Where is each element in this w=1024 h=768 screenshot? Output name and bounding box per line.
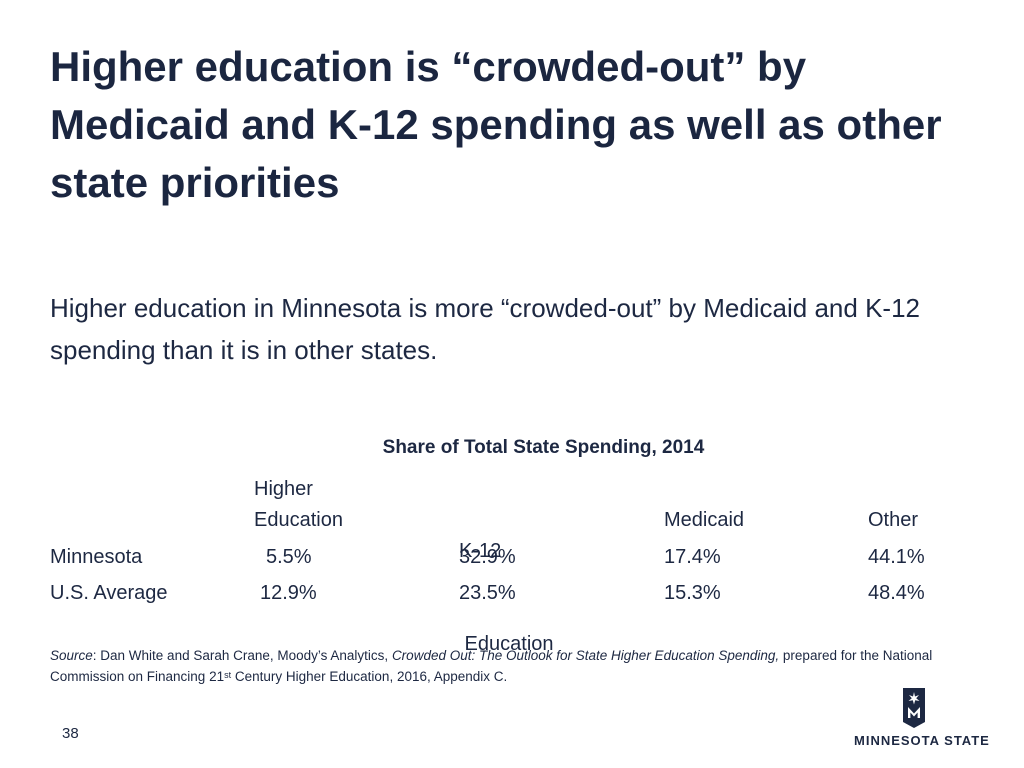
column-header-line: Education xyxy=(459,633,554,655)
source-prepared: prepared for the National Commission on … xyxy=(50,648,933,684)
column-header-medicaid: Medicaid xyxy=(664,474,744,536)
page-number: 38 xyxy=(62,725,79,742)
row-label-minnesota: Minnesota xyxy=(50,546,143,568)
column-header-k12-education: K-12 Education xyxy=(459,474,554,691)
slide-subtitle: Higher education in Minnesota is more “c… xyxy=(50,293,920,365)
column-header-line: Education xyxy=(254,509,343,531)
column-header-line: Medicaid xyxy=(664,509,745,531)
source-authors: : Dan White and Sarah Crane, Moody’s Ana… xyxy=(92,648,392,663)
source-superscript: st xyxy=(224,670,232,680)
row-label-us-average: U.S. Average xyxy=(50,582,168,604)
table-cell: 15.3% xyxy=(664,582,721,604)
table-cell: 23.5% xyxy=(459,582,516,604)
column-header-line xyxy=(664,474,744,505)
table-cell: 44.1% xyxy=(868,546,925,568)
column-header-other: Other xyxy=(868,474,918,536)
table-cell: 17.4% xyxy=(664,546,721,568)
column-header-line: Other xyxy=(868,509,919,531)
table-cell: 12.9% xyxy=(260,582,317,604)
table-caption: Share of Total State Spending, 2014 xyxy=(382,437,705,458)
source-citation: Source: Dan White and Sarah Crane, Moody… xyxy=(50,645,1005,687)
minnesota-state-logo: MINNESOTA STATE xyxy=(850,688,989,752)
minnesota-state-star-m-icon xyxy=(903,688,925,728)
column-header-line xyxy=(868,474,918,505)
slide-title: Higher education is “crowded-out” by Med… xyxy=(50,43,942,206)
column-header-line: Higher xyxy=(254,478,313,500)
column-header-line: K-12 xyxy=(459,540,502,562)
table-cell: 32.9% xyxy=(459,546,516,568)
table-cell: 5.5% xyxy=(266,546,312,568)
column-header-higher-education: Higher Education xyxy=(254,474,343,536)
source-label: Source xyxy=(50,648,93,663)
source-rest: Century Higher Education, 2016, Appendix… xyxy=(231,669,508,684)
logo-wordmark: MINNESOTA STATE xyxy=(854,733,990,748)
table-cell: 48.4% xyxy=(868,582,925,604)
source-work-title: Crowded Out: The Outlook for State Highe… xyxy=(391,648,780,663)
